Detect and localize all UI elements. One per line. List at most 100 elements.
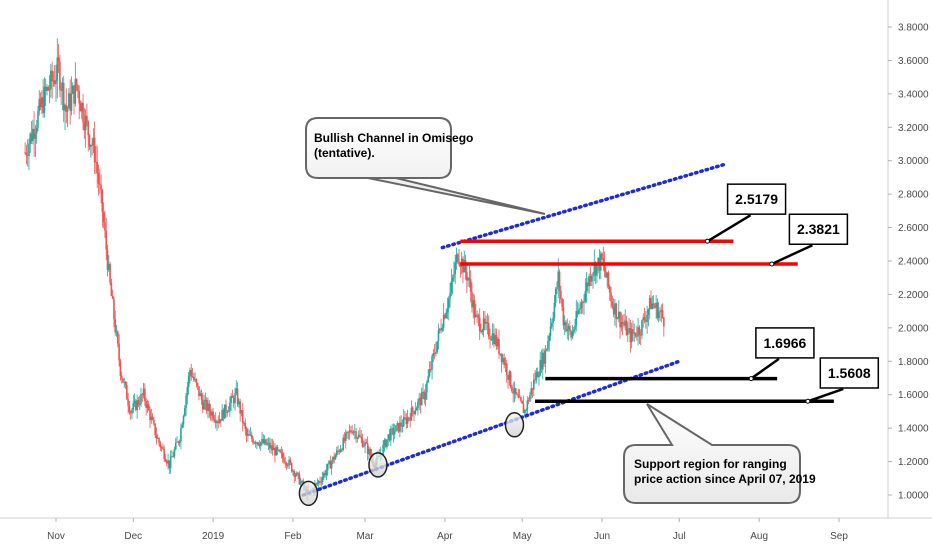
candle [214,412,217,429]
candle [540,349,543,374]
candle [118,334,120,367]
candle [276,445,279,456]
candle [494,328,496,346]
candle [226,409,229,417]
candle [34,124,37,157]
candle [355,427,357,444]
candle [159,440,162,452]
candle [480,323,482,334]
candle [646,305,648,334]
candle [496,336,499,350]
candle [424,384,427,407]
lower-channel-trendline [301,359,682,497]
candle [325,463,328,481]
candle [243,421,245,426]
candle [234,387,236,411]
candle [240,410,243,417]
candle [253,441,256,445]
candle [507,374,509,389]
candle [259,441,262,451]
candle [617,300,620,323]
candle [284,456,287,468]
candle [453,261,455,283]
candle [472,293,475,319]
candle [69,79,71,125]
candle [173,446,176,459]
candle [440,318,442,334]
candle [352,429,355,436]
candle [629,319,632,353]
candle [616,317,619,320]
candle [108,255,110,273]
candle [419,393,422,414]
candle [563,315,566,336]
candle [527,397,530,405]
candle [423,389,426,405]
candle [458,248,460,267]
candle [247,427,249,442]
candle [467,276,469,287]
y-tick-label: 2.2000 [898,290,929,301]
candle [343,432,346,444]
candle [127,392,129,414]
candle [346,430,348,439]
candle [422,383,424,399]
candle [61,77,64,111]
candle [567,323,570,341]
candle [323,471,325,481]
candle [344,429,347,449]
candle [186,381,189,405]
candle [484,310,486,331]
candle [223,404,226,419]
candle [386,439,388,450]
candle [207,397,209,419]
candle [290,462,293,473]
candle [289,457,292,466]
candle [268,437,271,453]
candle [547,335,549,352]
candle [202,392,204,414]
x-tick-label: May [513,531,532,542]
candle [418,392,420,411]
candle [436,341,438,355]
touch-point-circle [298,480,319,507]
candle [129,410,132,420]
candle [659,307,661,321]
candle [437,323,440,350]
candle [24,142,26,155]
candle [455,247,458,270]
candle [53,65,56,87]
candle [518,389,521,398]
candle [549,317,552,341]
candle [235,380,238,396]
candle [351,424,354,435]
candle [162,443,164,450]
candle [105,217,108,261]
candle [588,273,590,294]
candle [401,419,404,433]
candle [88,133,91,151]
candle [84,109,87,148]
candle [301,479,303,483]
candle [332,456,334,465]
candle [353,424,356,440]
candle [165,459,168,467]
candle [406,409,409,429]
candle [114,310,117,336]
candle [505,359,508,383]
candle [503,353,505,369]
candle [539,351,542,377]
candle [486,313,489,335]
candle [587,277,589,294]
candle [390,425,392,447]
candle [511,384,513,394]
y-tick-label: 3.0000 [898,156,929,167]
candle [267,437,270,450]
candle [261,431,263,446]
candle [429,361,432,373]
candle [369,447,372,457]
candle [135,398,137,412]
candle [630,322,633,349]
candle [316,478,319,486]
